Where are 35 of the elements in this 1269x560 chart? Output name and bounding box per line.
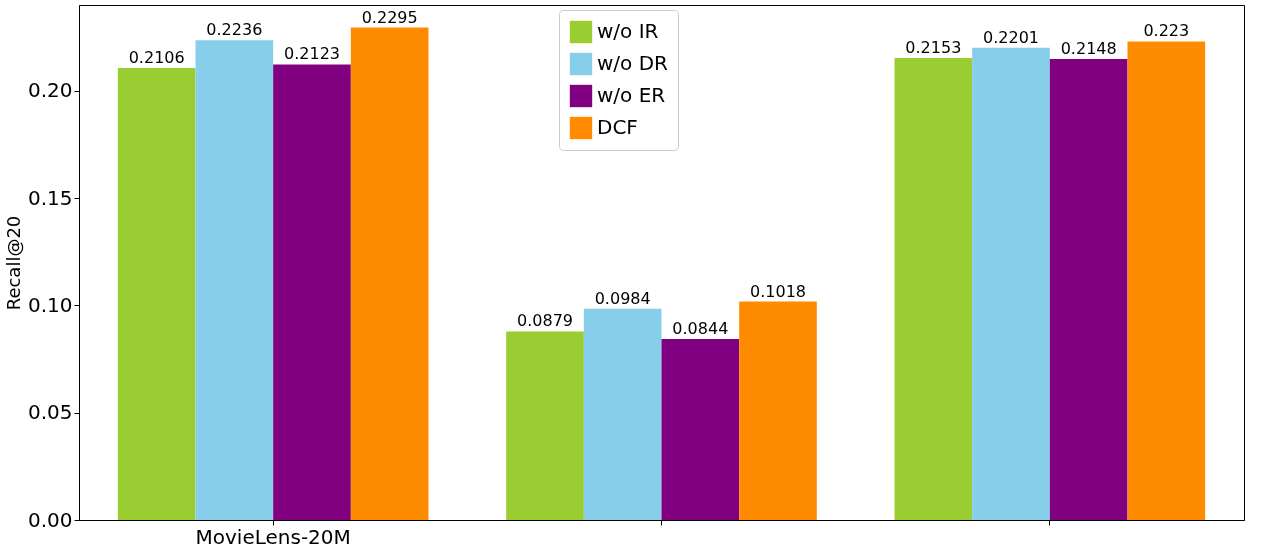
- bar: [273, 64, 351, 520]
- bar: [739, 301, 817, 520]
- data-label: 0.2148: [1060, 39, 1117, 59]
- legend-label: w/o DR: [597, 51, 669, 75]
- data-label: 0.223: [1143, 21, 1190, 41]
- bar: [506, 331, 584, 520]
- bar: [894, 58, 973, 520]
- data-label: 0.1018: [750, 281, 806, 301]
- y-tick-label: 0.10: [27, 292, 73, 317]
- y-tick-label: 0.05: [27, 400, 73, 425]
- bar: [117, 68, 196, 520]
- data-label: 0.2236: [206, 20, 263, 40]
- data-label: 0.0844: [672, 318, 729, 338]
- y-tick-label: 0.20: [27, 78, 73, 103]
- bar: [583, 308, 662, 520]
- y-tick-label: 0.15: [27, 185, 73, 210]
- y-tick-label: 0.00: [27, 507, 73, 532]
- legend-label: w/o IR: [597, 19, 659, 43]
- bar: [195, 40, 274, 520]
- bar: [350, 27, 429, 520]
- bar: [1049, 59, 1128, 520]
- data-label: 0.0879: [517, 311, 573, 331]
- data-label: 0.0984: [594, 288, 651, 308]
- legend-label: w/o ER: [597, 83, 666, 107]
- y-axis-title: Recall@20: [2, 215, 24, 311]
- bar: [1127, 41, 1206, 520]
- data-label: 0.2123: [284, 44, 340, 64]
- data-label: 0.2201: [983, 27, 1039, 47]
- legend-label: DCF: [597, 115, 638, 139]
- data-label: 0.2295: [361, 7, 418, 27]
- x-tick-label: MovieLens-20M: [195, 524, 351, 549]
- bar: [661, 338, 740, 520]
- bar: [972, 47, 1050, 520]
- data-label: 0.2153: [905, 38, 962, 57]
- data-label: 0.2106: [128, 48, 185, 68]
